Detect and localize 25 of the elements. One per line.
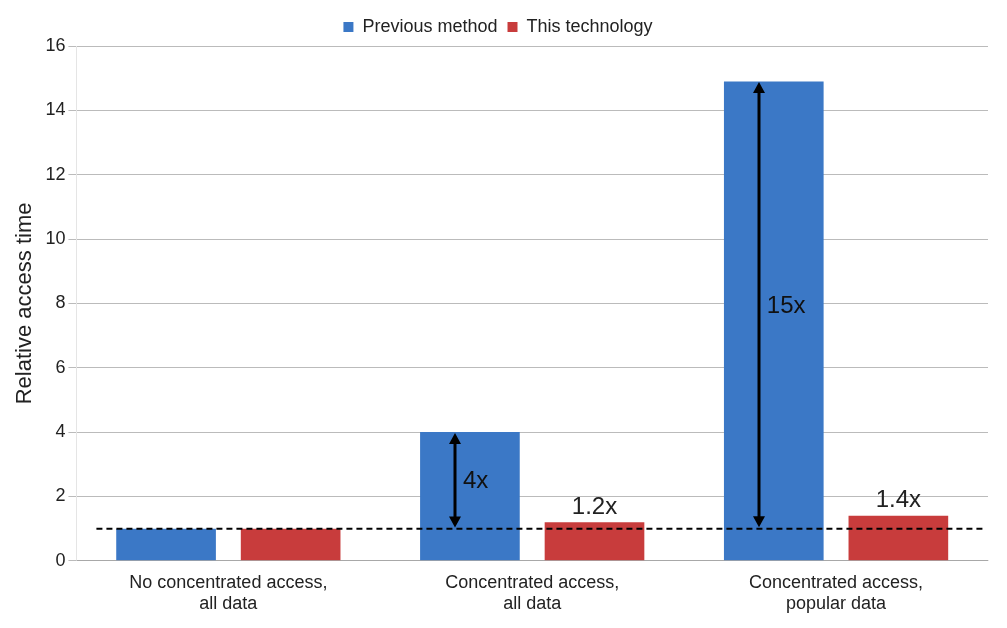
bar bbox=[723, 81, 824, 561]
bar bbox=[240, 528, 341, 561]
annotation: 15x bbox=[766, 291, 806, 319]
y-tick-label: 8 bbox=[55, 292, 66, 313]
bar bbox=[848, 515, 949, 561]
x-tick-label: Concentrated access, popular data bbox=[749, 571, 924, 614]
y-tick-label: 0 bbox=[55, 549, 66, 570]
legend-label: This technology bbox=[526, 15, 653, 36]
x-tick-label: No concentrated access, all data bbox=[129, 571, 328, 614]
data-label: 1.2x bbox=[571, 491, 618, 519]
y-tick-label: 14 bbox=[45, 99, 66, 120]
y-axis-title: Relative access time bbox=[11, 202, 37, 405]
data-label: 1.4x bbox=[875, 485, 922, 513]
annotation: 4x bbox=[462, 466, 489, 495]
legend-label: Previous method bbox=[362, 15, 498, 36]
y-tick-label: 16 bbox=[45, 34, 66, 55]
y-tick-label: 10 bbox=[45, 228, 66, 249]
x-tick-label: Concentrated access, all data bbox=[445, 571, 620, 614]
bar bbox=[544, 522, 645, 561]
bar bbox=[420, 432, 520, 561]
y-tick-label: 4 bbox=[55, 421, 66, 442]
y-tick-label: 2 bbox=[55, 485, 66, 506]
y-tick-label: 6 bbox=[55, 356, 66, 377]
y-tick-label: 12 bbox=[45, 163, 66, 184]
bar bbox=[116, 528, 216, 561]
